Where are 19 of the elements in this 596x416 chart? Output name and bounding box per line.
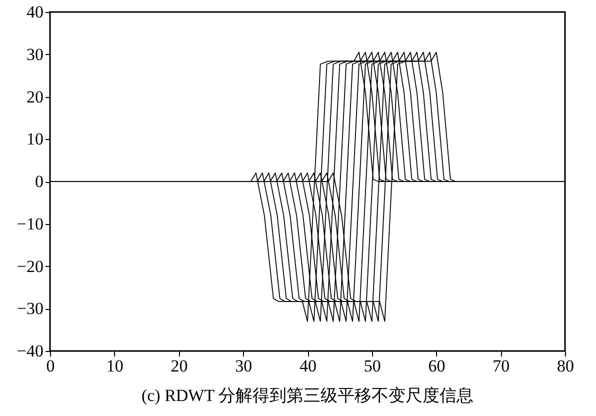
- x-tick-label: 80: [557, 356, 574, 376]
- x-tick-label: 40: [300, 356, 316, 376]
- y-tick-label: −30: [16, 299, 44, 318]
- x-tick-label: 60: [428, 356, 446, 376]
- y-tick-label: 30: [26, 44, 44, 64]
- y-tick-label: −20: [16, 256, 44, 276]
- y-tick-label: 0: [35, 172, 44, 191]
- y-tick-label: −10: [16, 214, 44, 234]
- x-tick-label: 20: [170, 356, 188, 376]
- y-tick-label: 20: [26, 87, 44, 106]
- x-tick-label: 10: [106, 356, 124, 376]
- y-tick-label: 40: [26, 2, 44, 22]
- x-tick-label: 0: [46, 356, 55, 376]
- x-tick-label: 50: [364, 356, 381, 376]
- y-tick-label: −40: [16, 342, 44, 360]
- x-tick-label: 30: [235, 356, 252, 376]
- x-tick-label: 70: [492, 356, 510, 376]
- text: (c) RDWT 分解得到第三级平移不变尺度信息: [141, 386, 474, 405]
- y-tick-label: 10: [26, 130, 44, 149]
